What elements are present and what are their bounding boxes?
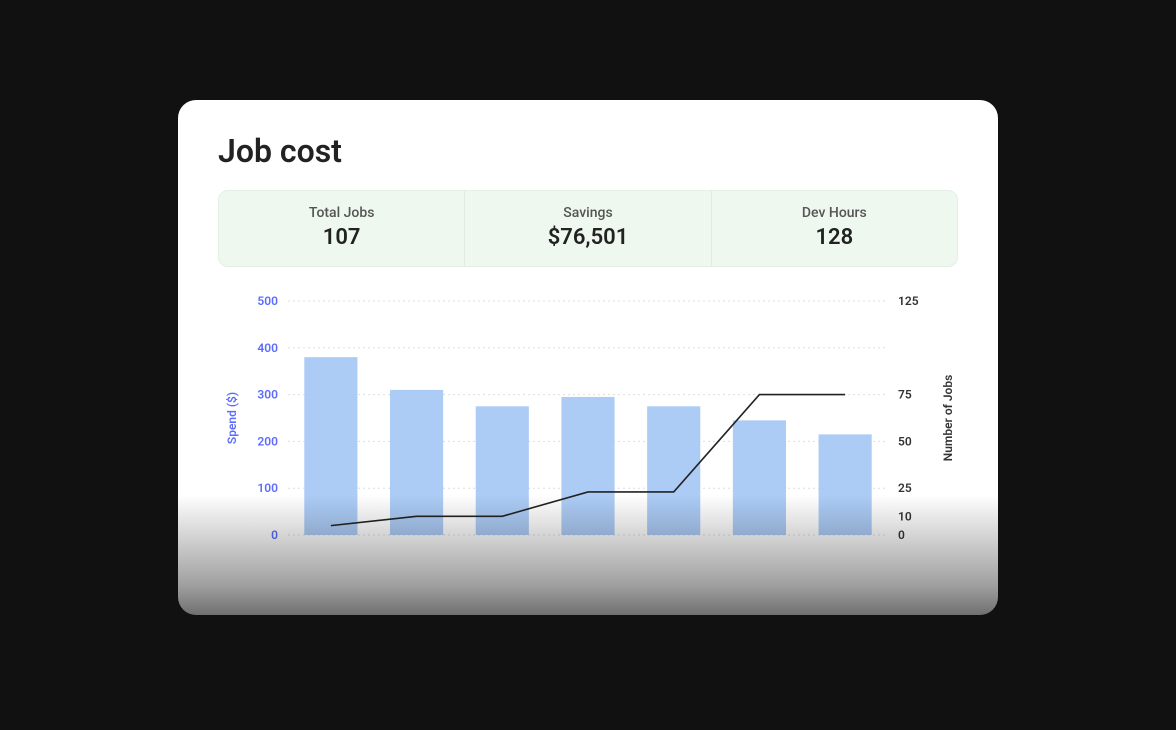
stat-label: Savings [475, 205, 700, 221]
stat-value: 107 [229, 225, 454, 250]
svg-text:500: 500 [257, 295, 278, 308]
stat-total-jobs: Total Jobs 107 [219, 191, 464, 266]
svg-text:300: 300 [257, 388, 278, 402]
svg-text:100: 100 [257, 481, 278, 495]
svg-text:200: 200 [257, 434, 278, 448]
svg-text:Spend ($): Spend ($) [225, 392, 239, 444]
stat-value: $76,501 [475, 225, 700, 250]
card-title: Job cost [218, 132, 958, 170]
svg-text:400: 400 [257, 341, 278, 355]
svg-text:Number of Jobs: Number of Jobs [941, 375, 955, 462]
svg-text:25: 25 [898, 481, 912, 495]
stat-label: Total Jobs [229, 205, 454, 221]
stat-value: 128 [722, 225, 947, 250]
svg-text:0: 0 [271, 528, 278, 542]
svg-text:75: 75 [898, 388, 912, 402]
stat-dev-hours: Dev Hours 128 [711, 191, 957, 266]
svg-text:50: 50 [898, 434, 912, 448]
svg-text:10: 10 [898, 509, 912, 523]
svg-text:0: 0 [898, 528, 905, 542]
stat-label: Dev Hours [722, 205, 947, 221]
stat-savings: Savings $76,501 [464, 191, 710, 266]
chart-svg: 0 100 200 300 400 500 0 10 25 50 75 125 Spend ($) Num… [218, 295, 958, 555]
job-cost-card: Job cost Total Jobs 107 Savings $76,501 … [178, 100, 998, 615]
stats-row: Total Jobs 107 Savings $76,501 Dev Hours… [218, 190, 958, 267]
job-cost-chart: 0 100 200 300 400 500 0 10 25 50 75 125 Spend ($) Num… [218, 295, 958, 555]
svg-text:125: 125 [898, 295, 919, 308]
